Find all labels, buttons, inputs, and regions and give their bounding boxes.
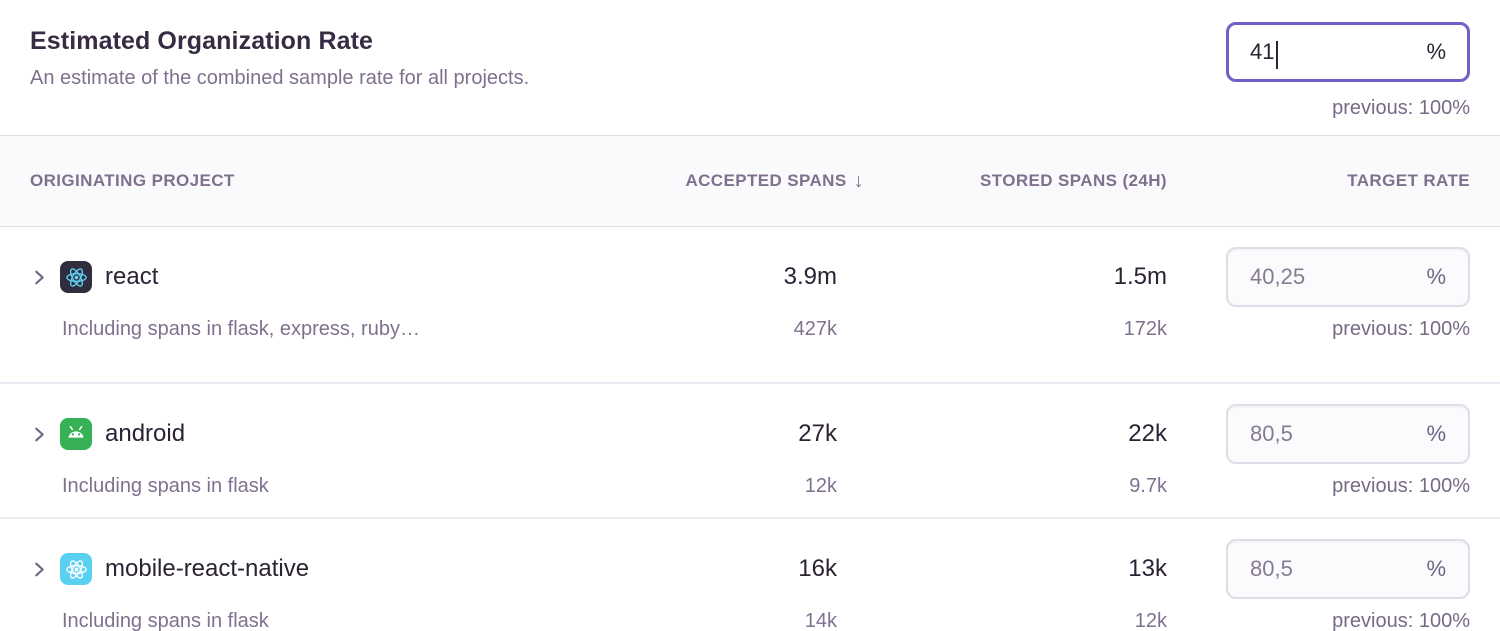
percent-suffix: % <box>1426 264 1446 289</box>
project-description: Including spans in flask, express, ruby… <box>62 318 420 340</box>
project-name[interactable]: react <box>105 263 159 290</box>
estimated-org-rate-section: Estimated Organization Rate An estimate … <box>0 0 1500 135</box>
android-platform-icon <box>60 418 92 450</box>
expand-chevron-icon[interactable] <box>30 268 48 286</box>
target-rate-input[interactable] <box>1250 556 1419 582</box>
target-rate-previous: previous: 100% <box>1332 610 1470 631</box>
table-row: android 27k 22k % Including spans in fla… <box>0 382 1500 517</box>
react-native-platform-icon <box>60 553 92 585</box>
org-rate-input[interactable] <box>1250 39 1419 65</box>
page-subtitle: An estimate of the combined sample rate … <box>30 67 530 89</box>
sort-arrow-down-icon: ↓ <box>853 169 864 192</box>
table-row: react 3.9m 1.5m % Including spans in fla… <box>0 247 1500 382</box>
accepted-spans-value: 3.9m <box>783 263 837 290</box>
org-rate-previous: previous: 100% <box>1332 97 1470 119</box>
column-header-originating-project[interactable]: ORIGINATING PROJECT <box>30 171 235 190</box>
target-rate-input-box: % <box>1226 247 1470 307</box>
project-name[interactable]: android <box>105 420 186 447</box>
project-description: Including spans in flask <box>62 610 269 631</box>
page-title: Estimated Organization Rate <box>30 27 374 55</box>
target-rate-input-box: % <box>1226 404 1470 464</box>
stored-spans-value: 1.5m <box>1113 263 1167 290</box>
table-header: ORIGINATING PROJECT ACCEPTED SPANS ↓ STOR… <box>0 135 1500 227</box>
stored-spans-value: 13k <box>1128 555 1167 582</box>
accepted-spans-stored-sub: 14k <box>804 610 837 631</box>
target-rate-input-box: % <box>1226 539 1470 599</box>
text-caret <box>1276 41 1278 69</box>
stored-spans-sub: 12k <box>1134 610 1167 631</box>
org-rate-input-box: % <box>1226 22 1470 82</box>
stored-spans-value: 22k <box>1128 420 1167 447</box>
expand-chevron-icon[interactable] <box>30 560 48 578</box>
target-rate-input[interactable] <box>1250 421 1419 447</box>
percent-suffix: % <box>1426 556 1446 581</box>
project-description: Including spans in flask <box>62 475 269 497</box>
column-header-accepted-spans[interactable]: ACCEPTED SPANS ↓ <box>685 169 864 192</box>
expand-chevron-icon[interactable] <box>30 425 48 443</box>
target-rate-previous: previous: 100% <box>1332 475 1470 497</box>
accepted-spans-value: 16k <box>798 555 837 582</box>
stored-spans-sub: 9.7k <box>1129 475 1167 497</box>
accepted-spans-stored-sub: 12k <box>804 475 837 497</box>
table-row: mobile-react-native 16k 13k % Including … <box>0 517 1500 631</box>
react-platform-icon <box>60 261 92 293</box>
column-header-target-rate[interactable]: TARGET RATE <box>1347 171 1470 190</box>
stored-spans-sub: 172k <box>1123 318 1167 340</box>
accepted-spans-value: 27k <box>798 420 837 447</box>
target-rate-input[interactable] <box>1250 264 1419 290</box>
project-name[interactable]: mobile-react-native <box>105 555 310 582</box>
percent-suffix: % <box>1426 421 1446 446</box>
percent-suffix: % <box>1426 39 1446 64</box>
accepted-spans-stored-sub: 427k <box>793 318 837 340</box>
target-rate-previous: previous: 100% <box>1332 318 1470 340</box>
column-header-stored-spans[interactable]: STORED SPANS (24H) <box>980 171 1167 190</box>
